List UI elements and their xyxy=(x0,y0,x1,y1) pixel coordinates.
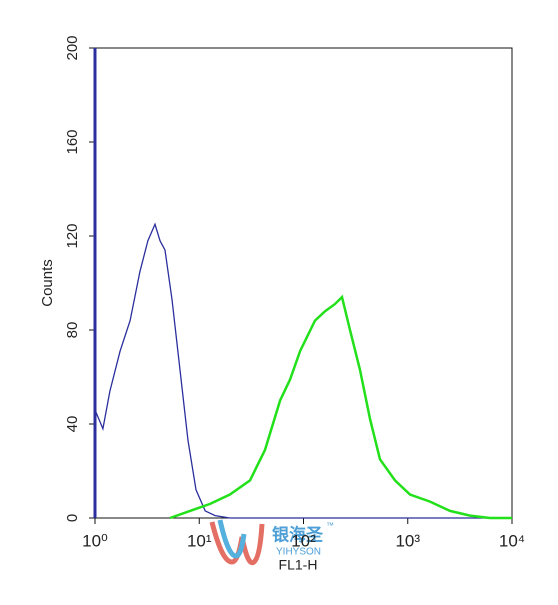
y-tick-label: 0 xyxy=(64,514,81,522)
watermark-subtitle: YIHYSON xyxy=(276,547,321,558)
watermark-mark: ™ xyxy=(326,521,334,530)
watermark-title: 银海圣 xyxy=(272,524,324,544)
series-line xyxy=(94,222,512,519)
x-tick-label: 10² xyxy=(291,531,316,550)
x-tick-label: 10³ xyxy=(395,531,420,550)
y-tick-label: 80 xyxy=(64,322,81,339)
watermark: 银海圣 ™ YIHYSON xyxy=(209,519,334,566)
watermark-logo xyxy=(217,519,247,559)
x-tick-label: 10¹ xyxy=(187,531,212,550)
y-tick-label: 160 xyxy=(64,129,81,154)
x-tick-label: 10⁴ xyxy=(499,531,525,550)
series-line xyxy=(169,294,512,520)
y-tick-label: 120 xyxy=(64,223,81,248)
y-tick-label: 200 xyxy=(64,35,81,60)
x-axis-label: FL1-H xyxy=(279,557,318,573)
x-tick-label: 10⁰ xyxy=(82,531,108,550)
y-axis-label: Counts xyxy=(39,259,56,307)
y-tick-label: 40 xyxy=(64,416,81,433)
